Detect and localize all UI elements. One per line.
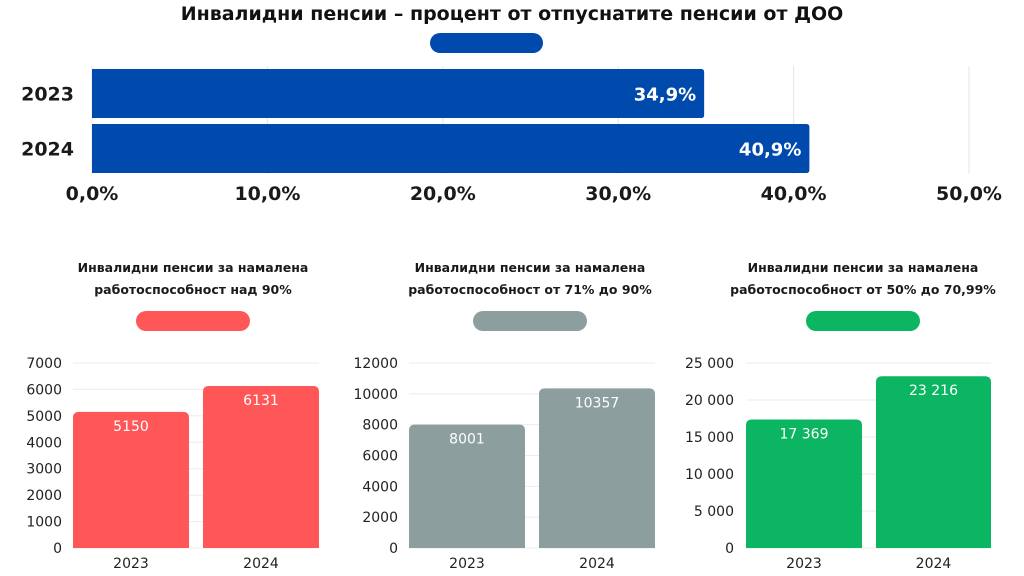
x-tick-label: 10,0% bbox=[234, 183, 300, 205]
y-tick-label: 0 bbox=[725, 541, 734, 557]
y-tick-label: 12000 bbox=[353, 356, 398, 372]
bar-value-label: 40,9% bbox=[739, 140, 801, 161]
bar-2023 bbox=[746, 419, 862, 548]
category-label: 2023 bbox=[21, 84, 74, 106]
panel-title-line: работоспособност над 90% bbox=[94, 282, 292, 297]
y-tick-label: 4000 bbox=[26, 435, 62, 451]
y-tick-label: 10 000 bbox=[685, 467, 734, 483]
panel-title-line: работоспособност от 50% до 70,99% bbox=[730, 282, 996, 297]
y-tick-label: 6000 bbox=[362, 449, 398, 465]
x-tick-label: 20,0% bbox=[410, 183, 476, 205]
legend-swatch bbox=[136, 311, 250, 331]
panel-title-line: Инвалидни пенсии за намалена bbox=[748, 260, 979, 275]
bar-2023 bbox=[92, 69, 705, 118]
percent-chart: Инвалидни пенсии – процент от отпуснатит… bbox=[21, 3, 1002, 205]
x-tick-label: 40,0% bbox=[761, 183, 827, 205]
x-tick-label: 0,0% bbox=[66, 183, 119, 205]
bar-2023 bbox=[73, 411, 189, 548]
y-tick-label: 8000 bbox=[362, 418, 398, 434]
y-tick-label: 15 000 bbox=[685, 430, 734, 446]
bar-value-label: 8001 bbox=[449, 432, 485, 448]
y-tick-label: 2000 bbox=[362, 510, 398, 526]
panel-title-line: Инвалидни пенсии за намалена bbox=[415, 260, 646, 275]
panel-title-line: работоспособност от 71% до 90% bbox=[408, 282, 652, 297]
y-tick-label: 7000 bbox=[26, 356, 62, 372]
bar-value-label: 17 369 bbox=[780, 426, 829, 442]
category-label: 2024 bbox=[21, 139, 74, 161]
x-tick-label: 50,0% bbox=[936, 183, 1002, 205]
y-tick-label: 0 bbox=[53, 541, 62, 557]
legend-swatch bbox=[430, 33, 543, 53]
y-tick-label: 5 000 bbox=[694, 504, 734, 520]
y-tick-label: 6000 bbox=[26, 382, 62, 398]
y-tick-label: 4000 bbox=[362, 479, 398, 495]
chart-title: Инвалидни пенсии – процент от отпуснатит… bbox=[181, 3, 844, 25]
y-tick-label: 1000 bbox=[26, 515, 62, 531]
y-tick-label: 2000 bbox=[26, 488, 62, 504]
panel-chart-3: Инвалидни пенсии за намалена работоспособ… bbox=[685, 260, 996, 572]
bar-2024 bbox=[876, 376, 991, 548]
x-tick-label: 2024 bbox=[916, 556, 952, 572]
bar-value-label: 34,9% bbox=[634, 85, 696, 106]
x-tick-label: 2023 bbox=[113, 556, 149, 572]
bar-value-label: 23 216 bbox=[909, 383, 958, 399]
x-tick-label: 2023 bbox=[786, 556, 822, 572]
y-tick-label: 10000 bbox=[353, 387, 398, 403]
panel-chart-2: Инвалидни пенсии за намалена работоспособ… bbox=[353, 260, 655, 572]
bar-2024 bbox=[92, 124, 810, 173]
y-tick-label: 20 000 bbox=[685, 393, 734, 409]
bar-2024 bbox=[539, 388, 655, 548]
bar-value-label: 6131 bbox=[243, 393, 279, 409]
x-tick-label: 2024 bbox=[243, 556, 279, 572]
panel-chart-1: Инвалидни пенсии за намалена работоспособ… bbox=[26, 260, 319, 572]
x-tick-label: 2024 bbox=[579, 556, 615, 572]
legend-swatch bbox=[806, 311, 920, 331]
bar-value-label: 5150 bbox=[113, 419, 149, 435]
y-tick-label: 5000 bbox=[26, 409, 62, 425]
panel-title-line: Инвалидни пенсии за намалена bbox=[78, 260, 309, 275]
y-tick-label: 3000 bbox=[26, 462, 62, 478]
y-tick-label: 25 000 bbox=[685, 356, 734, 372]
x-tick-label: 2023 bbox=[449, 556, 485, 572]
legend-swatch bbox=[473, 311, 587, 331]
bar-value-label: 10357 bbox=[575, 395, 620, 411]
x-tick-label: 30,0% bbox=[585, 183, 651, 205]
bar-2024 bbox=[203, 385, 319, 548]
bar-2023 bbox=[409, 424, 525, 548]
y-tick-label: 0 bbox=[389, 541, 398, 557]
